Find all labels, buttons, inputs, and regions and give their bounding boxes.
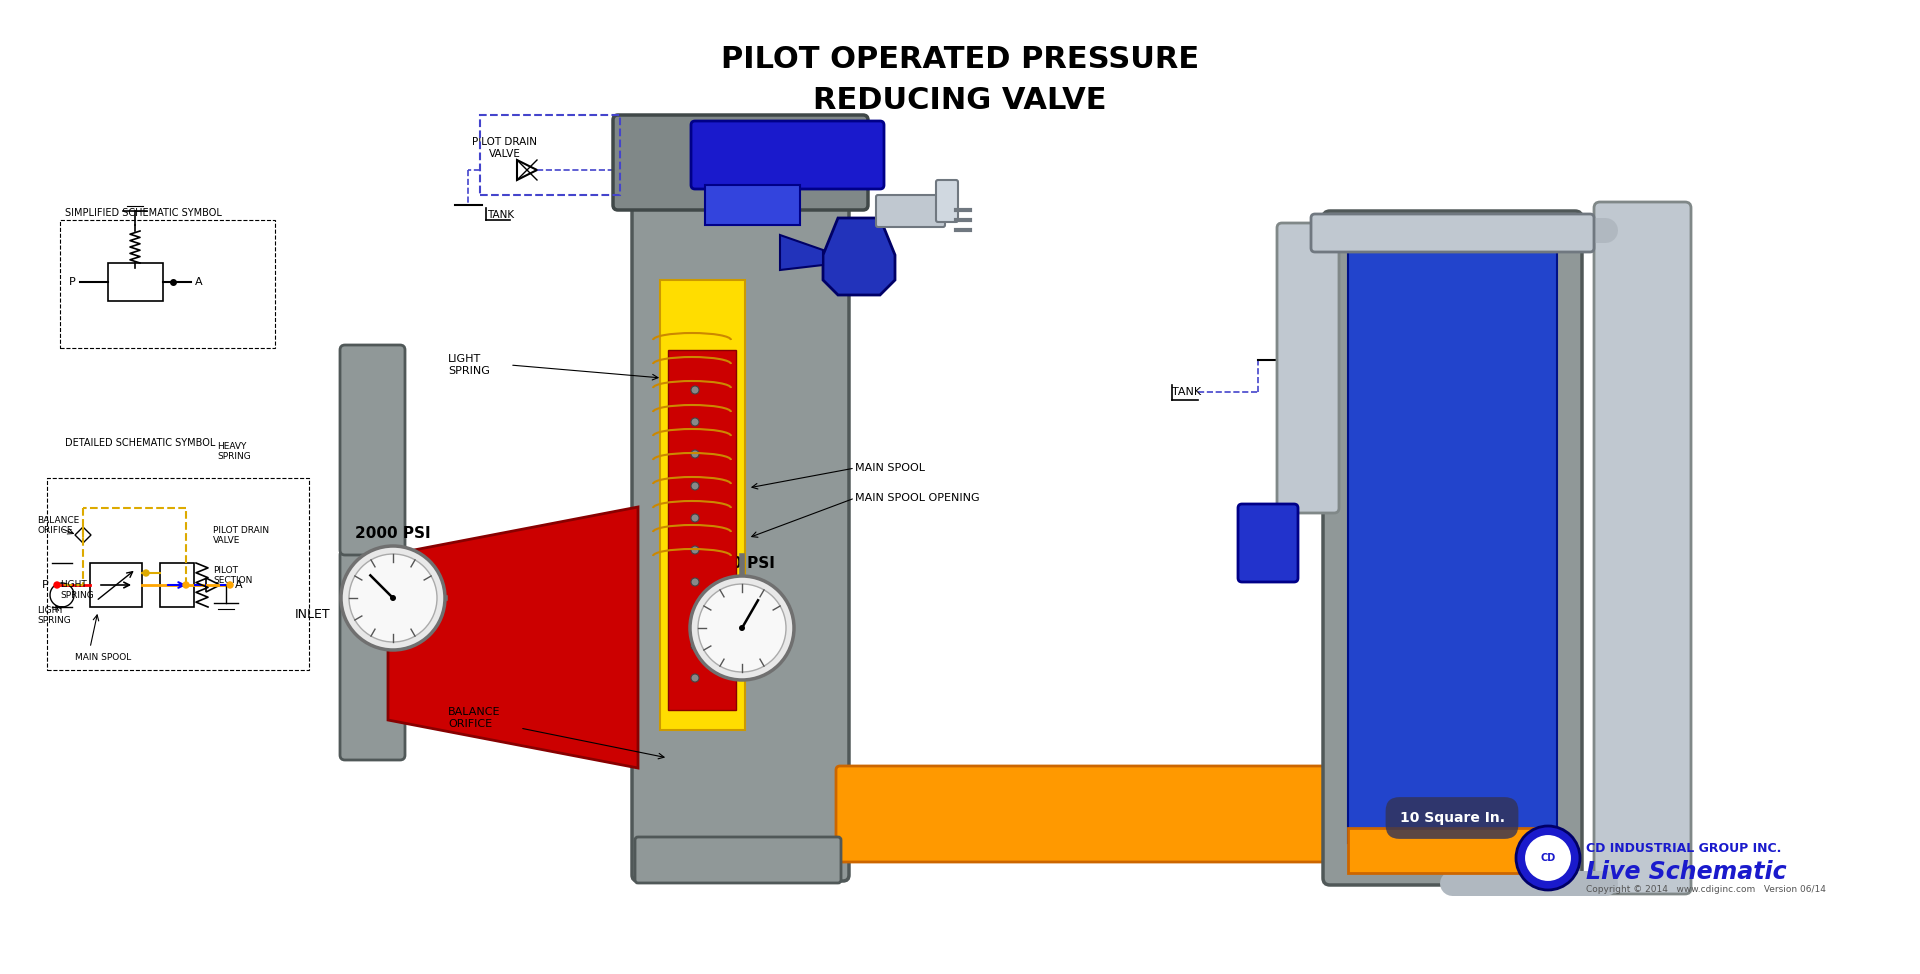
Text: PILOT DRAIN
VALVE: PILOT DRAIN VALVE bbox=[472, 137, 538, 159]
Bar bbox=[705, 185, 801, 225]
FancyBboxPatch shape bbox=[340, 550, 405, 760]
Circle shape bbox=[349, 554, 438, 642]
Circle shape bbox=[54, 582, 60, 588]
Circle shape bbox=[691, 546, 699, 554]
Circle shape bbox=[691, 578, 699, 586]
Text: MAIN SPOOL: MAIN SPOOL bbox=[854, 463, 925, 473]
Text: PILOT
SECTION: PILOT SECTION bbox=[213, 566, 252, 585]
Polygon shape bbox=[388, 507, 637, 768]
Text: Live Schematic: Live Schematic bbox=[1586, 860, 1788, 884]
FancyBboxPatch shape bbox=[691, 121, 883, 189]
Circle shape bbox=[1524, 834, 1572, 882]
Text: BALANCE
ORIFICE: BALANCE ORIFICE bbox=[36, 516, 79, 536]
Text: MAIN SPOOL: MAIN SPOOL bbox=[75, 653, 131, 662]
Text: CD: CD bbox=[1540, 853, 1555, 863]
Text: 2000 PSI: 2000 PSI bbox=[355, 526, 430, 541]
Circle shape bbox=[689, 576, 795, 680]
Circle shape bbox=[227, 582, 232, 588]
Circle shape bbox=[142, 570, 150, 576]
Bar bbox=[660, 280, 745, 730]
FancyBboxPatch shape bbox=[1594, 202, 1692, 894]
FancyBboxPatch shape bbox=[1238, 504, 1298, 582]
Text: PILOT DRAIN
VALVE: PILOT DRAIN VALVE bbox=[213, 526, 269, 545]
Bar bbox=[108, 263, 163, 301]
Bar bbox=[159, 563, 194, 607]
FancyBboxPatch shape bbox=[876, 195, 945, 227]
FancyBboxPatch shape bbox=[835, 766, 1354, 862]
Circle shape bbox=[691, 642, 699, 650]
FancyBboxPatch shape bbox=[636, 837, 841, 883]
Text: LIGHT
SPRING: LIGHT SPRING bbox=[60, 581, 94, 600]
Bar bbox=[480, 115, 620, 195]
FancyBboxPatch shape bbox=[632, 174, 849, 881]
Bar bbox=[60, 220, 275, 348]
Circle shape bbox=[699, 584, 785, 672]
Circle shape bbox=[691, 610, 699, 618]
Circle shape bbox=[342, 546, 445, 650]
Text: Copyright © 2014   www.cdiginc.com   Version 06/14: Copyright © 2014 www.cdiginc.com Version… bbox=[1586, 885, 1826, 894]
Bar bbox=[90, 563, 142, 607]
Text: P: P bbox=[42, 580, 50, 590]
FancyBboxPatch shape bbox=[1277, 223, 1338, 513]
Circle shape bbox=[691, 482, 699, 490]
Text: BALANCE
ORIFICE: BALANCE ORIFICE bbox=[447, 707, 501, 729]
Circle shape bbox=[691, 514, 699, 522]
Text: TANK: TANK bbox=[488, 210, 515, 220]
Text: SIMPLIFIED SCHEMATIC SYMBOL: SIMPLIFIED SCHEMATIC SYMBOL bbox=[65, 208, 223, 218]
Text: HEAVY
SPRING: HEAVY SPRING bbox=[217, 442, 252, 462]
FancyBboxPatch shape bbox=[612, 115, 868, 210]
Text: MAIN SPOOL OPENING: MAIN SPOOL OPENING bbox=[854, 493, 979, 503]
Text: PILOT OPERATED PRESSURE
REDUCING VALVE: PILOT OPERATED PRESSURE REDUCING VALVE bbox=[720, 45, 1200, 115]
Text: P: P bbox=[69, 277, 77, 287]
Circle shape bbox=[739, 625, 745, 631]
Text: A: A bbox=[196, 277, 204, 287]
Bar bbox=[1348, 828, 1557, 873]
Bar bbox=[46, 478, 309, 670]
Text: PILOT
SECTION: PILOT SECTION bbox=[776, 141, 824, 163]
FancyBboxPatch shape bbox=[1311, 214, 1594, 252]
Text: INLET: INLET bbox=[294, 609, 330, 621]
Bar bbox=[1348, 248, 1557, 843]
FancyBboxPatch shape bbox=[937, 180, 958, 222]
Circle shape bbox=[691, 674, 699, 682]
FancyBboxPatch shape bbox=[1323, 211, 1582, 885]
Text: A: A bbox=[234, 580, 242, 590]
Bar bbox=[668, 350, 735, 710]
Circle shape bbox=[182, 582, 188, 588]
Text: TANK: TANK bbox=[1171, 387, 1202, 397]
FancyBboxPatch shape bbox=[340, 345, 405, 555]
Text: 300 PSI: 300 PSI bbox=[710, 556, 774, 571]
Circle shape bbox=[390, 595, 396, 601]
Polygon shape bbox=[824, 218, 895, 295]
Text: HEAVY
SPRING: HEAVY SPRING bbox=[716, 141, 758, 163]
Circle shape bbox=[691, 386, 699, 394]
Text: LIGHT
SPRING: LIGHT SPRING bbox=[36, 606, 71, 625]
Polygon shape bbox=[780, 235, 824, 270]
Circle shape bbox=[1517, 826, 1580, 890]
Text: DETAILED SCHEMATIC SYMBOL: DETAILED SCHEMATIC SYMBOL bbox=[65, 438, 215, 448]
Circle shape bbox=[691, 450, 699, 458]
Text: CD INDUSTRIAL GROUP INC.: CD INDUSTRIAL GROUP INC. bbox=[1586, 842, 1782, 854]
Text: LIGHT
SPRING: LIGHT SPRING bbox=[447, 355, 490, 376]
Circle shape bbox=[691, 418, 699, 426]
Text: 10 Square In.: 10 Square In. bbox=[1400, 811, 1505, 825]
